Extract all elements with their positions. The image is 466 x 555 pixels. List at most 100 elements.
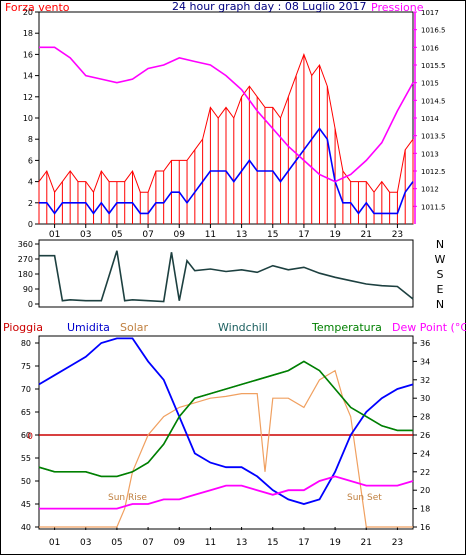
y-tick-label: 70 [21, 385, 31, 394]
y-tick-label: 20 [23, 8, 33, 17]
humidity-label: Umidita [67, 321, 110, 334]
wind-label: Forza vento [5, 1, 70, 14]
y-tick-label: 10 [23, 114, 33, 123]
x-tick-label: 19 [329, 230, 341, 240]
temperature-series-line [38, 360, 413, 478]
y-tick-label: 360 [18, 240, 33, 249]
pressure-label: Pressione [371, 1, 424, 14]
y2-tick-label: 1015.5 [421, 62, 446, 70]
y-tick-label: 90 [23, 285, 33, 294]
y-tick-label: 65 [21, 408, 31, 417]
y-tick-label: 55 [21, 454, 31, 463]
x-tick-label: 21 [361, 538, 372, 548]
x-tick-label: 03 [80, 538, 91, 548]
x-tick-label: 21 [361, 230, 372, 240]
sun-set-annotation: Sun Set [347, 493, 382, 503]
y2-tick-label: 22 [420, 468, 430, 477]
y2-tick-label: 20 [420, 486, 430, 495]
y-tick-label: 18 [23, 29, 33, 38]
direction-plot-frame [38, 239, 414, 308]
solar-label: Solar [120, 321, 149, 334]
y2-tick-label: 30 [420, 394, 430, 403]
x-tick-label: 17 [298, 230, 309, 240]
y2-tick-label: 34 [420, 357, 430, 366]
y2-tick-label: 1012.5 [421, 168, 446, 176]
direction-label: W [435, 253, 446, 266]
x-tick-label: 09 [174, 538, 186, 548]
x-tick-label: 17 [298, 538, 309, 548]
x-tick-label: 01 [49, 538, 60, 548]
x-tick-label: 23 [392, 538, 403, 548]
wind-series-line [38, 52, 414, 194]
temperature-plot-frame [38, 335, 414, 530]
direction-series-line [39, 250, 414, 303]
x-tick-label: 09 [174, 230, 186, 240]
direction-label: S [437, 268, 444, 281]
y2-tick-label: 1014.5 [421, 97, 446, 105]
y2-tick-label: 18 [420, 505, 430, 514]
x-tick-label: 05 [111, 230, 122, 240]
y-tick-label: 180 [18, 270, 33, 279]
x-tick-label: 11 [205, 538, 216, 548]
dewpoint-label: Dew Point (°C) [392, 321, 466, 334]
y-tick-label: 8 [28, 135, 33, 144]
y-tick-label: 45 [21, 500, 31, 509]
direction-label: N [436, 238, 444, 251]
rain-value-label: 0 [27, 432, 33, 442]
y2-tick-label: 32 [420, 376, 430, 385]
y2-tick-label: 1016 [421, 44, 439, 52]
pressure-series-line [39, 46, 414, 183]
y-tick-label: 16 [23, 50, 33, 59]
y-tick-label: 14 [23, 72, 33, 81]
y2-tick-label: 1016.5 [421, 27, 446, 35]
y2-tick-label: 1017 [421, 9, 439, 17]
x-tick-label: 13 [236, 538, 247, 548]
rain-label: Pioggia [3, 321, 43, 334]
y2-tick-label: 16 [420, 523, 430, 532]
y2-tick-label: 24 [420, 449, 430, 458]
humidity-series-line [38, 337, 414, 505]
y-tick-label: 6 [28, 156, 33, 165]
y2-tick-label: 28 [420, 413, 430, 422]
y-tick-label: 0 [28, 300, 33, 309]
dewpoint-series-line [39, 475, 414, 510]
x-tick-label: 07 [142, 230, 153, 240]
y2-tick-label: 1015 [421, 80, 439, 88]
wind-avg-series-line [39, 127, 414, 215]
y-tick-label: 2 [28, 199, 33, 208]
y-tick-label: 40 [21, 523, 31, 532]
temperature-chart: 40 45 50 55 60 65 70 75 80 16 18 20 22 24 26 28 30 32 34 36… [21, 337, 430, 548]
x-tick-label: 15 [267, 230, 278, 240]
y2-tick-label: 1014 [421, 115, 439, 123]
sun-rise-annotation: Sun Rise [108, 493, 147, 503]
solar-series-line [39, 369, 413, 528]
x-tick-label: 19 [329, 538, 341, 548]
x-tick-label: 23 [392, 230, 403, 240]
wind-pressure-chart: 024681012141618201011.510121012.51013101… [23, 8, 446, 240]
x-tick-label: 05 [111, 538, 122, 548]
y2-tick-label: 36 [420, 339, 430, 348]
x-tick-label: 15 [267, 538, 278, 548]
y-tick-label: 270 [18, 255, 33, 264]
y-tick-label: 60 [21, 431, 31, 440]
x-tick-label: 01 [49, 230, 60, 240]
windchill-label: Windchill [218, 321, 268, 334]
y-tick-label: 12 [23, 93, 33, 102]
x-tick-label: 07 [142, 538, 153, 548]
x-tick-label: 11 [205, 230, 216, 240]
direction-label: N [436, 298, 444, 311]
direction-label: E [437, 283, 444, 296]
temperature-label: Temperatura [311, 321, 382, 334]
y2-tick-label: 1013.5 [421, 133, 446, 141]
x-tick-label: 13 [236, 230, 247, 240]
y-tick-label: 75 [21, 362, 31, 371]
x-tick-label: 03 [80, 230, 91, 240]
y-tick-label: 50 [21, 477, 31, 486]
y2-tick-label: 1011.5 [421, 203, 446, 211]
chart-title: 24 hour graph day : 08 Luglio 2017 [172, 0, 367, 13]
y2-tick-label: 1013 [421, 150, 439, 158]
y-tick-label: 0 [28, 220, 33, 229]
y-tick-label: 80 [21, 339, 31, 348]
